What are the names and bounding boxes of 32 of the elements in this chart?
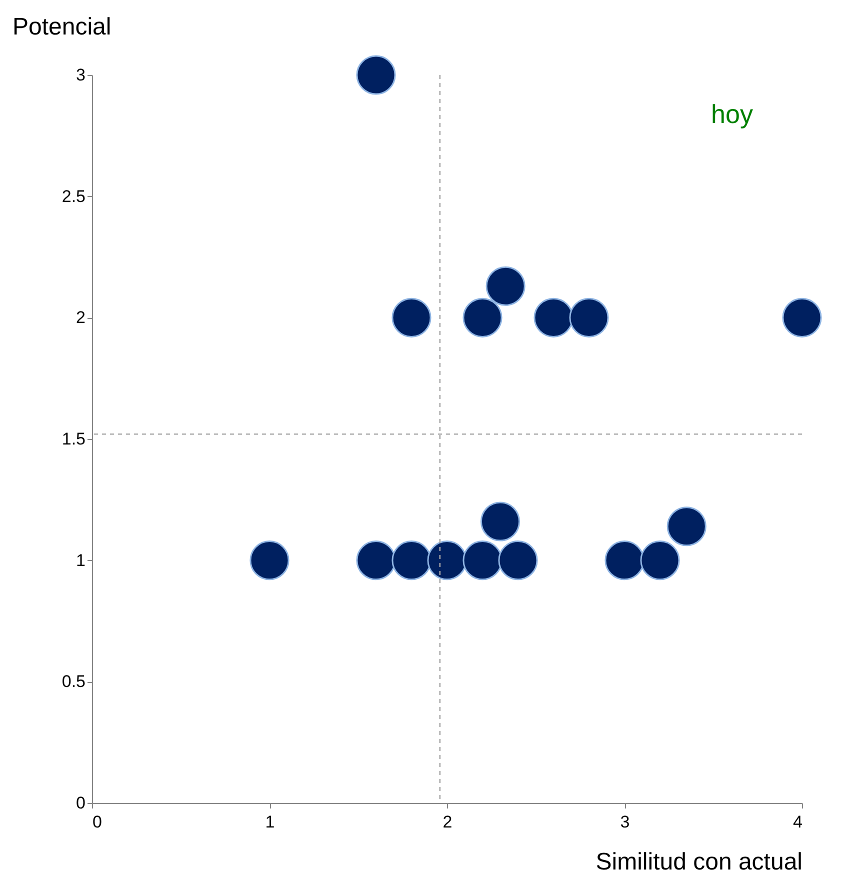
point — [534, 298, 574, 338]
point — [666, 506, 706, 546]
point — [462, 540, 502, 580]
point — [356, 55, 396, 95]
point — [640, 540, 680, 580]
y-tick-label: 3 — [76, 66, 86, 84]
y-tick-label: 1 — [76, 550, 86, 570]
point — [392, 298, 432, 338]
x-axis-title: Similitud con actual — [596, 848, 802, 876]
point — [462, 298, 502, 338]
point — [486, 266, 526, 306]
y-tick-label: 0.5 — [62, 672, 86, 692]
y-tick-label: 2.5 — [62, 186, 86, 206]
x-tick-label: 3 — [620, 812, 630, 832]
point — [356, 540, 396, 580]
point — [250, 540, 290, 580]
point — [427, 540, 467, 580]
point — [480, 502, 520, 542]
x-tick-label: 4 — [793, 812, 802, 832]
point — [782, 298, 822, 338]
point — [569, 298, 609, 338]
x-tick-label: 0 — [92, 812, 102, 832]
y-axis-title: Potencial — [12, 14, 112, 40]
point — [392, 540, 432, 580]
point — [498, 540, 538, 580]
y-tick-label: 0 — [76, 794, 86, 812]
x-tick-label: 2 — [442, 812, 452, 832]
annotation: hoy — [711, 99, 753, 129]
y-tick-label: 2 — [76, 308, 86, 328]
x-tick-label: 1 — [265, 812, 275, 832]
y-tick-label: 1.5 — [62, 430, 86, 448]
point — [604, 540, 644, 580]
